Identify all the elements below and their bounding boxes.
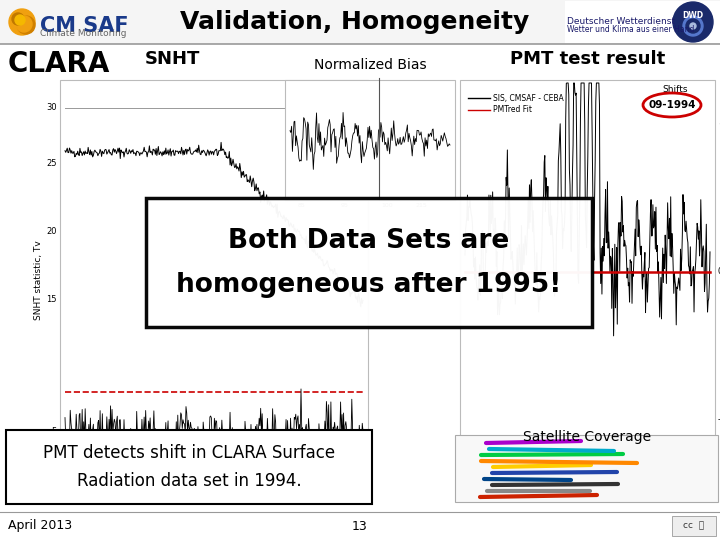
Text: Satellite Coverage: Satellite Coverage [523, 430, 652, 444]
Bar [285, 80, 455, 200]
Text: -10: -10 [718, 415, 720, 424]
Text: Wetter und Klima aus einer Hand: Wetter und Klima aus einer Hand [567, 25, 694, 35]
Text: 1985: 1985 [62, 485, 83, 494]
Text: 1990: 1990 [136, 485, 157, 494]
Text: Deutscher Wetterdienst: Deutscher Wetterdienst [567, 17, 675, 25]
Text: 2005: 2005 [345, 485, 366, 494]
Text: CLARA: CLARA [8, 50, 110, 78]
Text: Climate Monitoring: Climate Monitoring [40, 29, 127, 38]
Text: 30: 30 [46, 104, 57, 112]
Bar [460, 80, 715, 480]
Text: 5: 5 [52, 428, 57, 436]
Text: 215: 215 [415, 203, 427, 208]
Circle shape [9, 9, 35, 35]
FancyBboxPatch shape [6, 430, 372, 504]
Ellipse shape [643, 93, 701, 117]
Text: 2001: 2001 [284, 485, 305, 494]
Circle shape [12, 13, 24, 25]
Text: 95: 95 [341, 203, 348, 208]
Bar [565, 1, 720, 43]
Text: PMT test result: PMT test result [510, 50, 665, 68]
Text: 25: 25 [47, 159, 57, 168]
Text: 0: 0 [718, 267, 720, 276]
Text: 0: 0 [52, 488, 57, 496]
Text: cc  Ⓣ: cc Ⓣ [683, 522, 705, 530]
Text: SNHT statistic, Tv: SNHT statistic, Tv [34, 240, 42, 320]
Text: 20: 20 [47, 227, 57, 237]
Text: 1995: 1995 [582, 485, 603, 494]
Text: Validation, Homogeneity: Validation, Homogeneity [181, 10, 530, 34]
Text: Normalized Bias: Normalized Bias [314, 58, 426, 72]
Text: 09-1994: 09-1994 [648, 100, 696, 110]
Text: 85: 85 [298, 203, 306, 208]
Text: Radiation data set in 1994.: Radiation data set in 1994. [77, 472, 301, 490]
Text: Both Data Sets are: Both Data Sets are [228, 227, 510, 253]
Bar [60, 80, 368, 480]
Text: 2001: 2001 [643, 485, 665, 494]
Circle shape [15, 15, 25, 25]
Circle shape [16, 16, 32, 32]
Bar [0, 0, 720, 44]
Text: PMTred Fit: PMTred Fit [493, 105, 532, 114]
Text: 1990: 1990 [521, 485, 542, 494]
Text: SNHT: SNHT [145, 50, 200, 68]
Text: 100: 100 [381, 203, 393, 208]
Text: Shifts: Shifts [662, 85, 688, 94]
Text: DWD: DWD [683, 10, 703, 19]
Text: 2005: 2005 [694, 485, 715, 494]
Text: 1985: 1985 [459, 485, 481, 494]
Text: SIS, CMSAF - CEBA: SIS, CMSAF - CEBA [493, 93, 564, 103]
Circle shape [683, 16, 703, 36]
Circle shape [690, 23, 696, 29]
Circle shape [17, 16, 35, 34]
Circle shape [10, 10, 34, 34]
Text: CM SAF: CM SAF [40, 16, 129, 36]
Text: April 2013: April 2013 [8, 519, 72, 532]
Text: homogeneous after 1995!: homogeneous after 1995! [176, 272, 562, 298]
Text: PMT detects shift in CLARA Surface: PMT detects shift in CLARA Surface [43, 444, 335, 462]
Text: 10: 10 [718, 124, 720, 132]
Text: 15: 15 [47, 295, 57, 305]
FancyBboxPatch shape [146, 198, 592, 327]
Text: 13: 13 [352, 519, 368, 532]
Text: 1995: 1995 [210, 485, 230, 494]
Circle shape [686, 19, 700, 33]
Circle shape [673, 2, 713, 42]
Bar [565, 1, 670, 43]
Bar [672, 516, 716, 536]
Bar [455, 435, 718, 502]
